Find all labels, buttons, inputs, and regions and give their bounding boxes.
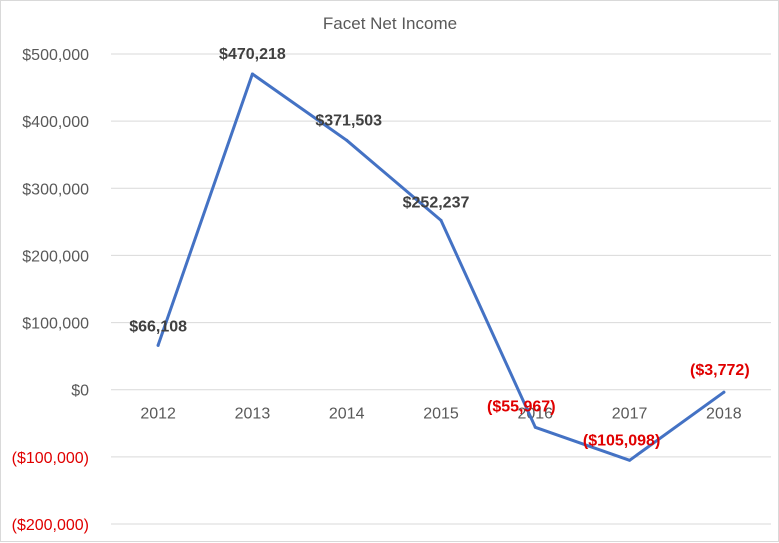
data-point: [628, 458, 632, 462]
x-tick-label: 2013: [235, 406, 271, 423]
x-tick-label: 2017: [612, 406, 648, 423]
series-line: [156, 72, 726, 462]
data-point: [439, 218, 443, 222]
data-label: $470,218: [219, 46, 286, 63]
y-tick-label: $300,000: [22, 181, 89, 198]
x-tick-label: 2018: [706, 406, 742, 423]
data-label: $371,503: [315, 112, 382, 129]
y-axis-tick-labels: $500,000 $400,000 $300,000 $200,000 $100,000…: [12, 47, 89, 534]
y-tick-label: $0: [71, 383, 89, 400]
data-labels: $66,108 $470,218 $371,503 $252,237 ($55,967)…: [129, 46, 749, 449]
x-tick-label: 2012: [140, 406, 176, 423]
x-axis-tick-labels: 2012 2013 2014 2015 2016 2017 2018: [140, 406, 741, 423]
data-label: $66,108: [129, 318, 187, 335]
data-label: ($55,967): [487, 398, 556, 415]
data-point: [156, 343, 160, 347]
data-label: $252,237: [403, 194, 470, 211]
y-tick-label: $200,000: [22, 248, 89, 265]
y-tick-label: $400,000: [22, 114, 89, 131]
data-point: [533, 425, 537, 429]
y-tick-label: $100,000: [22, 316, 89, 333]
data-point: [250, 72, 254, 76]
y-tick-label: $500,000: [22, 47, 89, 64]
series-net-income: [156, 72, 726, 462]
x-tick-label: 2015: [423, 406, 459, 423]
y-tick-label: ($200,000): [12, 517, 89, 534]
y-tick-label: ($100,000): [12, 450, 89, 467]
data-point: [722, 390, 726, 394]
data-label: ($3,772): [690, 362, 750, 379]
chart-title: Facet Net Income: [323, 14, 457, 33]
data-label: ($105,098): [583, 432, 660, 449]
x-tick-label: 2014: [329, 406, 365, 423]
gridlines: [111, 53, 771, 525]
data-point: [345, 138, 349, 142]
